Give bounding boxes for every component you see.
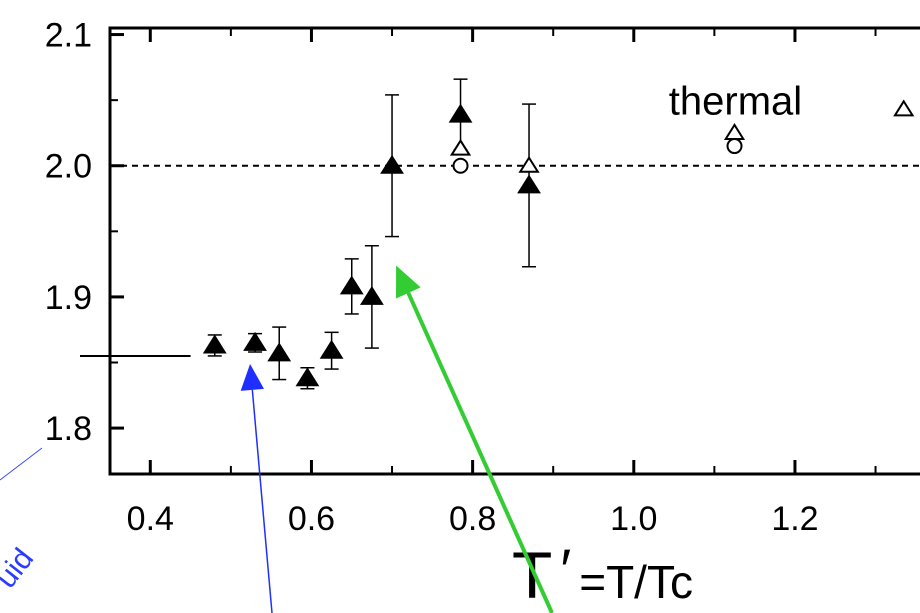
x-tick-labels: 0.4 0.6 0.8 1.0 1.2 xyxy=(127,500,819,538)
open-circle-point xyxy=(452,157,469,174)
green-arrow-shaft xyxy=(406,292,554,613)
x-axis-label-ratio: =T/Tc xyxy=(579,556,693,608)
open-triangle-point xyxy=(518,155,540,173)
blue-arrow-head xyxy=(240,363,264,391)
open-triangle-point xyxy=(449,138,472,156)
side-note-line xyxy=(0,447,43,481)
open-triangle-point xyxy=(893,99,915,117)
x-tick-label: 1.0 xyxy=(610,500,657,538)
x-tick-label: 1.2 xyxy=(771,500,818,538)
filled-triangle-point xyxy=(202,334,227,354)
data-points xyxy=(202,99,915,387)
filled-triangle-point xyxy=(359,285,384,305)
filled-triangle-point xyxy=(448,103,473,123)
x-tick-label: 0.6 xyxy=(288,500,335,538)
blue-arrow-shaft xyxy=(251,389,273,613)
x-tick-label: 0.4 xyxy=(127,500,174,538)
filled-triangle-point xyxy=(295,367,320,387)
filled-triangle-point xyxy=(243,331,267,351)
x-tick-label: 0.8 xyxy=(449,500,496,538)
y-tick-label: 1.9 xyxy=(45,279,92,317)
y-tick-label: 2.1 xyxy=(45,17,92,55)
green-arrow-head xyxy=(396,265,421,299)
open-circle-point xyxy=(726,138,743,155)
open-triangle-point xyxy=(723,123,746,140)
filled-triangle-point xyxy=(339,275,364,295)
y-tick-label: 2.0 xyxy=(45,148,92,186)
x-axis-label: T ′ =T/Tc xyxy=(512,538,693,612)
filled-triangle-point xyxy=(517,174,541,194)
filled-triangle-point xyxy=(319,339,344,359)
y-tick-labels: 1.8 1.9 2.0 2.1 xyxy=(45,17,92,449)
side-note-fragment: uid xyxy=(0,542,40,594)
plot-frame xyxy=(108,26,920,476)
x-axis-label-prime: ′ xyxy=(560,538,571,603)
arrows xyxy=(240,265,554,613)
filled-triangle-point xyxy=(380,154,404,174)
filled-triangle-point xyxy=(267,342,292,362)
annotation-thermal: thermal xyxy=(669,80,802,124)
y-tick-label: 1.8 xyxy=(45,410,92,448)
